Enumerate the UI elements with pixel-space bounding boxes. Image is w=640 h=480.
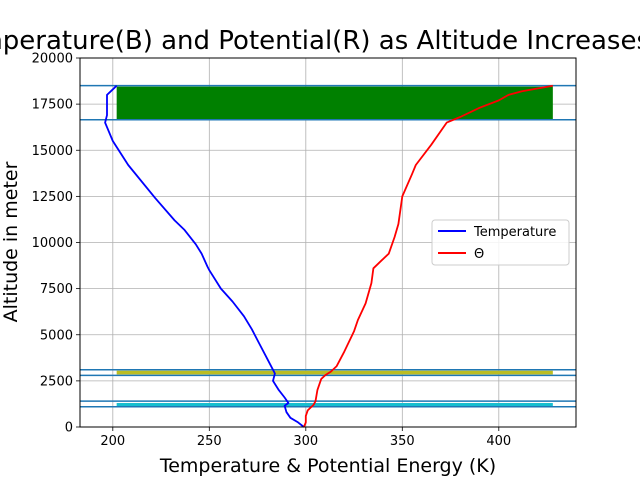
shaded-band-2 — [116, 403, 553, 407]
x-tick-label: 350 — [390, 434, 415, 449]
shaded-band-0 — [116, 86, 553, 120]
bands-layer — [80, 84, 576, 408]
series-line-0 — [104, 85, 305, 428]
legend: Temperature Θ — [431, 219, 570, 266]
legend-label-temperature: Temperature — [473, 225, 556, 240]
y-tick-label: 5000 — [40, 328, 73, 343]
series-line-1 — [303, 84, 553, 428]
x-tick-label: 200 — [100, 434, 125, 449]
x-tick-label: 250 — [197, 434, 222, 449]
x-axis-ticks: 200 250 300 350 400 — [100, 427, 511, 449]
x-tick-label: 300 — [293, 434, 318, 449]
y-axis-ticks: 0 2500 5000 7500 10000 12500 15000 17500 20000 — [32, 52, 80, 436]
shaded-band-1 — [116, 370, 553, 375]
legend-label-theta: Θ — [474, 247, 484, 262]
y-tick-label: 17500 — [32, 98, 73, 113]
y-tick-label: 2500 — [40, 374, 73, 389]
x-axis-label: Temperature & Potential Energy (K) — [159, 455, 496, 477]
x-tick-label: 400 — [486, 434, 511, 449]
chart-title: Temperature(B) and Potential(R) as Altit… — [0, 26, 640, 56]
y-tick-label: 7500 — [40, 282, 73, 297]
y-axis-label: Altitude in meter — [0, 161, 22, 322]
legend-box — [431, 219, 570, 266]
y-tick-label: 20000 — [32, 52, 73, 67]
y-tick-label: 12500 — [32, 190, 73, 205]
y-tick-label: 0 — [65, 421, 73, 436]
y-tick-label: 15000 — [32, 144, 73, 159]
y-tick-label: 10000 — [32, 236, 73, 251]
series-layer — [104, 84, 553, 428]
